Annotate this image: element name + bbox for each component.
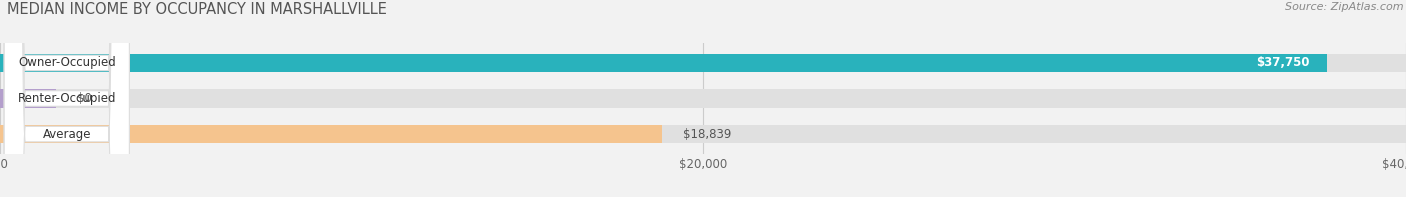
Bar [0, 125, 1406, 143]
Bar [0, 89, 1406, 108]
Text: $37,750: $37,750 [1256, 56, 1309, 69]
Text: Owner-Occupied: Owner-Occupied [18, 56, 115, 69]
Text: Renter-Occupied: Renter-Occupied [17, 92, 117, 105]
Text: Source: ZipAtlas.com: Source: ZipAtlas.com [1285, 2, 1403, 12]
Text: $18,839: $18,839 [683, 128, 731, 141]
Bar [0, 125, 662, 143]
Text: Average: Average [42, 128, 91, 141]
Bar [0, 54, 1327, 72]
Bar [0, 89, 56, 108]
FancyBboxPatch shape [4, 0, 129, 197]
FancyBboxPatch shape [4, 0, 129, 197]
Text: MEDIAN INCOME BY OCCUPANCY IN MARSHALLVILLE: MEDIAN INCOME BY OCCUPANCY IN MARSHALLVI… [7, 2, 387, 17]
Bar [0, 54, 1406, 72]
Text: $0: $0 [77, 92, 93, 105]
FancyBboxPatch shape [4, 0, 129, 197]
